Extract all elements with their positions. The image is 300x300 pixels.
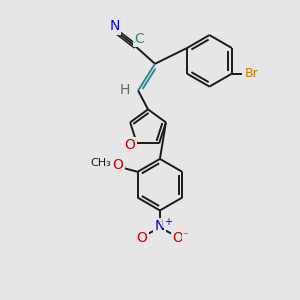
Text: O: O	[136, 231, 148, 245]
Text: Br: Br	[245, 67, 258, 80]
Text: ⁻: ⁻	[183, 231, 189, 241]
Text: +: +	[164, 217, 172, 227]
Text: O: O	[172, 231, 183, 245]
Text: H: H	[120, 82, 130, 97]
Text: C: C	[134, 32, 144, 46]
Text: CH₃: CH₃	[91, 158, 111, 168]
Text: O: O	[124, 138, 136, 152]
Text: N: N	[155, 219, 165, 233]
Text: N: N	[109, 19, 119, 33]
Text: O: O	[112, 158, 123, 172]
